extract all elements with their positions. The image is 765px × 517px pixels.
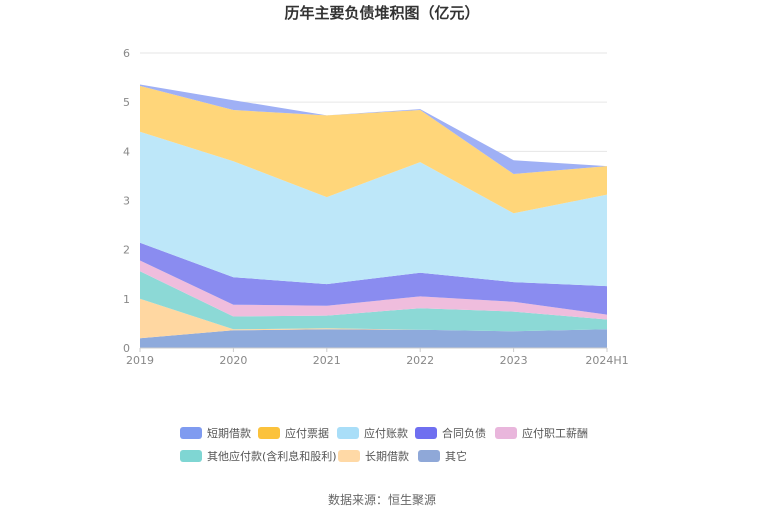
y-tick-label: 6 (123, 47, 130, 60)
legend-swatch (415, 427, 437, 439)
y-tick-label: 1 (123, 293, 130, 306)
legend-label: 长期借款 (365, 449, 409, 463)
x-tick-label: 2021 (313, 354, 341, 367)
x-tick-label: 2024H1 (585, 354, 628, 367)
legend-label: 其它 (445, 449, 467, 463)
legend-swatch (180, 427, 202, 439)
legend-label: 应付职工薪酬 (522, 426, 588, 440)
axes: 0 1 2 3 4 5 6 2019 2020 2021 2022 2023 2024H1 (123, 47, 629, 367)
y-tick-label: 4 (123, 145, 130, 158)
area-series (140, 84, 607, 348)
y-tick-label: 3 (123, 195, 130, 208)
legend-label: 合同负债 (442, 426, 486, 440)
y-tick-label: 0 (123, 342, 130, 355)
legend-swatch (338, 450, 360, 462)
area-series-0 (140, 329, 607, 348)
x-tick-label: 2019 (126, 354, 154, 367)
legend-label: 应付账款 (364, 426, 408, 440)
chart-title: 历年主要负债堆积图（亿元） (284, 4, 479, 22)
area-series-3 (140, 260, 607, 320)
area-series-4 (140, 242, 607, 315)
area-series-6 (140, 85, 607, 214)
legend-swatch (180, 450, 202, 462)
area-series-5 (140, 131, 607, 287)
legend-swatch (258, 427, 280, 439)
area-series-7 (140, 84, 607, 174)
x-tick-label: 2023 (500, 354, 528, 367)
x-tick-label: 2022 (406, 354, 434, 367)
legend-swatch (418, 450, 440, 462)
y-tick-label: 2 (123, 244, 130, 257)
legend-label: 其他应付款(含利息和股利) (207, 449, 337, 463)
legend-swatch (337, 427, 359, 439)
area-series-2 (140, 271, 607, 332)
legend-swatch (495, 427, 517, 439)
legend-label: 应付票据 (285, 426, 329, 440)
y-tick-label: 5 (123, 96, 130, 109)
x-tick-label: 2020 (219, 354, 247, 367)
data-source-label: 数据来源：恒生聚源 (328, 492, 436, 507)
legend-label: 短期借款 (207, 426, 251, 440)
